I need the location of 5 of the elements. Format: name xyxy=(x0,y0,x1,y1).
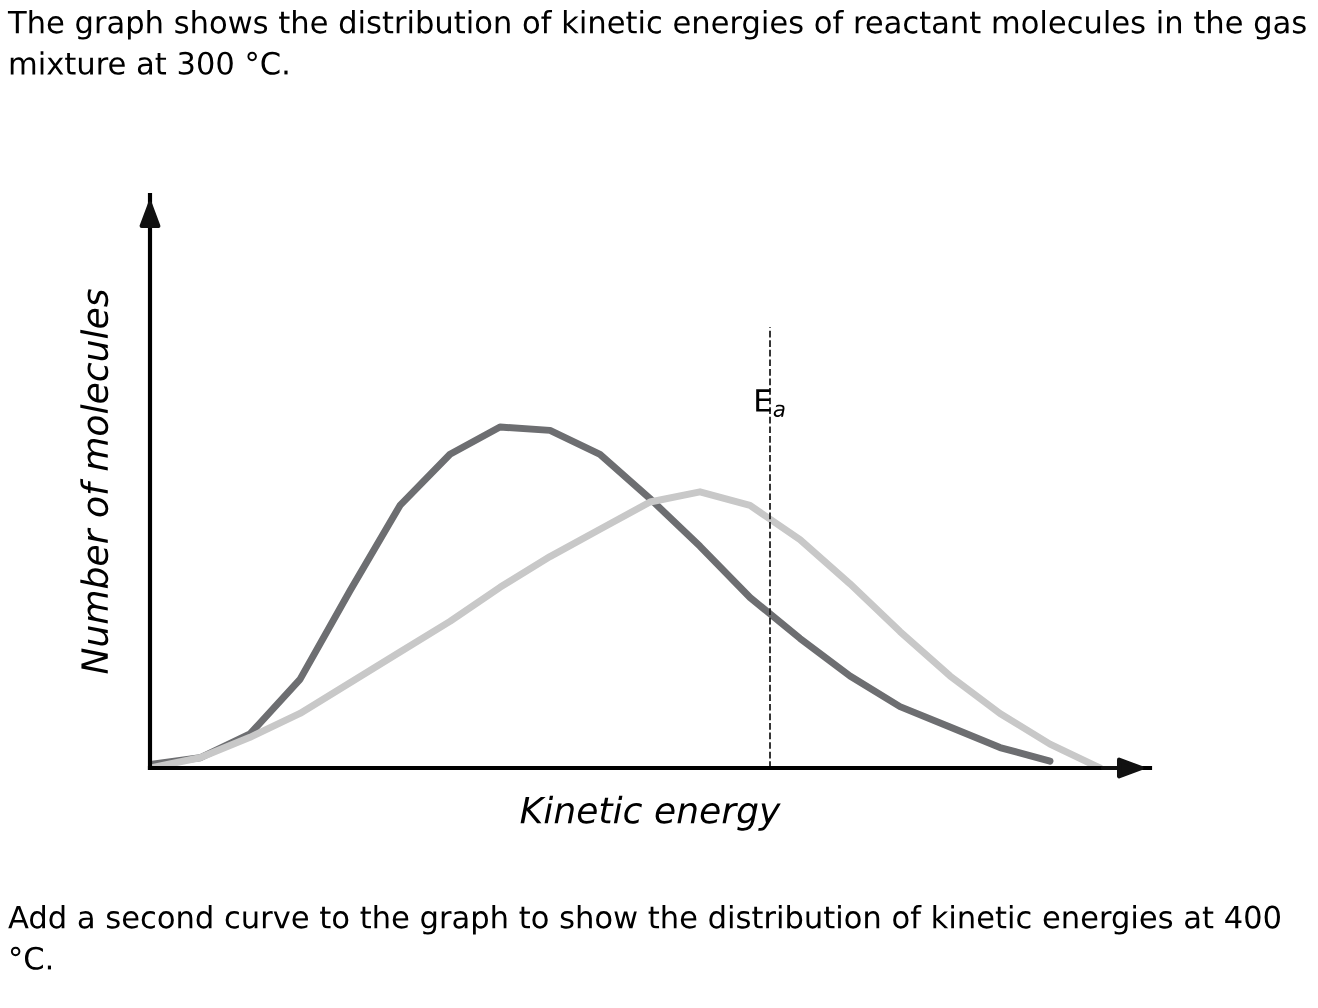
x-axis-title: Kinetic energy xyxy=(520,795,781,831)
text: E$_{a}$ xyxy=(756,389,785,417)
y-axis-title: Number of molecules xyxy=(80,289,109,674)
chart-title: The graph shows the distribution of kinetic energies of reactant molecules in the gas mixture at 300 °C. xyxy=(7,10,1306,75)
text: Add a second curve to the graph to show the distribution of kinetic energies at 400 °C. xyxy=(8,905,1280,970)
